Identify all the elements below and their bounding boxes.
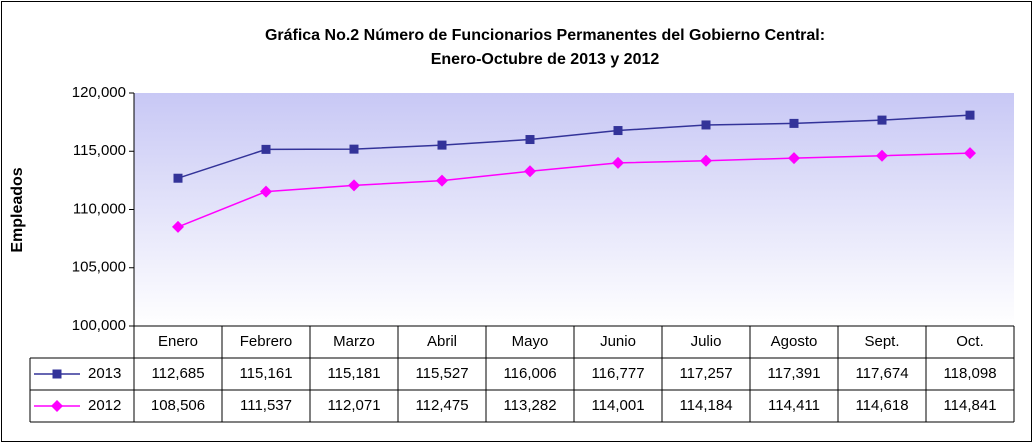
x-tick-label: Sept. xyxy=(864,333,899,350)
point xyxy=(613,126,623,136)
table-cell: 118,098 xyxy=(943,365,996,382)
legend-marker xyxy=(52,369,62,379)
point xyxy=(612,156,624,169)
table-cell: 111,537 xyxy=(240,397,292,414)
point xyxy=(261,144,271,154)
table-cell: 115,527 xyxy=(415,365,468,382)
series-line xyxy=(177,152,971,228)
point xyxy=(173,173,183,183)
table-cell: 116,777 xyxy=(591,365,644,382)
point xyxy=(789,118,799,128)
y-axis-label: Empleados xyxy=(9,167,26,252)
x-tick-label: Abril xyxy=(427,333,457,350)
y-tick-label: 100,000 xyxy=(72,317,126,334)
legend-label: 2012 xyxy=(88,397,121,414)
point xyxy=(172,220,184,233)
point xyxy=(437,140,447,150)
table-cell: 113,282 xyxy=(503,397,556,414)
point xyxy=(788,152,800,165)
x-tick-label: Agosto xyxy=(771,333,818,350)
table-cell: 115,161 xyxy=(239,365,292,382)
point xyxy=(877,115,887,125)
table-cell: 114,841 xyxy=(943,397,996,414)
table-cell: 114,411 xyxy=(768,397,820,414)
y-tick-label: 105,000 xyxy=(72,259,126,276)
chart-title: Enero-Octubre de 2013 y 2012 xyxy=(431,51,660,68)
table-cell: 117,391 xyxy=(767,365,820,382)
point xyxy=(348,179,360,192)
point xyxy=(964,147,976,160)
x-tick-label: Julio xyxy=(691,333,722,350)
point xyxy=(965,110,975,120)
table-cell: 117,257 xyxy=(679,365,732,382)
point xyxy=(701,120,711,130)
table-cell: 112,071 xyxy=(327,397,380,414)
series-line xyxy=(177,114,971,179)
table-cell: 112,685 xyxy=(151,365,204,382)
table-cell: 108,506 xyxy=(151,397,205,414)
plot-area xyxy=(134,93,1014,326)
table-cell: 114,184 xyxy=(679,397,732,414)
legend-marker xyxy=(51,400,63,412)
x-tick-label: Mayo xyxy=(512,333,549,350)
table-cell: 117,674 xyxy=(855,365,908,382)
table-cell: 114,001 xyxy=(591,397,644,414)
point xyxy=(349,144,359,154)
table-cell: 112,475 xyxy=(415,397,468,414)
chart-title: Gráfica No.2 Número de Funcionarios Perm… xyxy=(265,27,825,44)
point xyxy=(524,165,536,178)
x-tick-label: Junio xyxy=(600,333,636,350)
table-cell: 116,006 xyxy=(503,365,556,382)
x-tick-label: Marzo xyxy=(333,333,375,350)
table-cell: 114,618 xyxy=(855,397,908,414)
x-tick-label: Oct. xyxy=(956,333,984,350)
point xyxy=(700,154,712,167)
table-cell: 115,181 xyxy=(327,365,380,382)
point xyxy=(876,149,888,162)
point xyxy=(436,174,448,187)
y-tick-label: 120,000 xyxy=(72,84,126,101)
x-tick-label: Febrero xyxy=(240,333,293,350)
x-tick-label: Enero xyxy=(158,333,198,350)
y-tick-label: 110,000 xyxy=(73,200,126,217)
point xyxy=(260,185,272,198)
point xyxy=(525,135,535,145)
legend-label: 2013 xyxy=(88,365,121,382)
y-tick-label: 115,000 xyxy=(73,142,126,159)
